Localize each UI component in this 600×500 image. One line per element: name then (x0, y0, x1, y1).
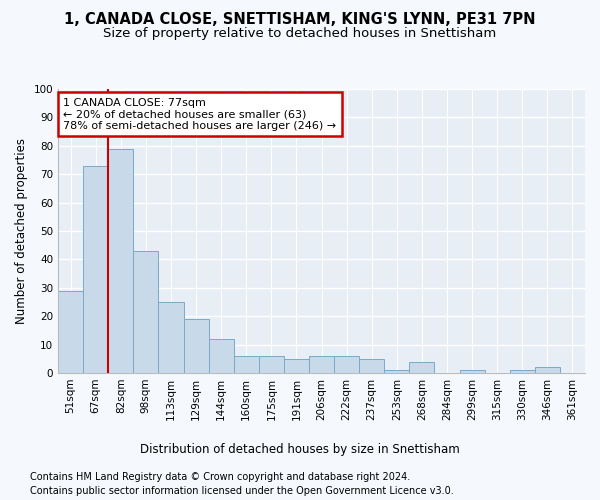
Bar (209, 339, 233, 373)
Bar (309, 356, 334, 373)
Y-axis label: Number of detached properties: Number of detached properties (15, 138, 28, 324)
Bar (284, 359, 309, 373)
Bar (460, 370, 485, 373)
Text: 1, CANADA CLOSE, SNETTISHAM, KING'S LYNN, PE31 7PN: 1, CANADA CLOSE, SNETTISHAM, KING'S LYNN… (64, 12, 536, 28)
Bar (233, 356, 259, 373)
Bar (158, 302, 184, 373)
Text: Contains HM Land Registry data © Crown copyright and database right 2024.: Contains HM Land Registry data © Crown c… (30, 472, 410, 482)
Bar (259, 356, 284, 373)
Bar (108, 148, 133, 373)
Bar (83, 166, 108, 373)
Bar (184, 319, 209, 373)
Bar (133, 251, 158, 373)
Text: Distribution of detached houses by size in Snettisham: Distribution of detached houses by size … (140, 442, 460, 456)
Bar (384, 370, 409, 373)
Text: Size of property relative to detached houses in Snettisham: Size of property relative to detached ho… (103, 28, 497, 40)
Text: 1 CANADA CLOSE: 77sqm
← 20% of detached houses are smaller (63)
78% of semi-deta: 1 CANADA CLOSE: 77sqm ← 20% of detached … (64, 98, 337, 130)
Bar (334, 356, 359, 373)
Bar (409, 362, 434, 373)
Text: Contains public sector information licensed under the Open Government Licence v3: Contains public sector information licen… (30, 486, 454, 496)
Bar (359, 359, 384, 373)
Bar (58, 290, 83, 373)
Bar (510, 370, 535, 373)
Bar (535, 368, 560, 373)
